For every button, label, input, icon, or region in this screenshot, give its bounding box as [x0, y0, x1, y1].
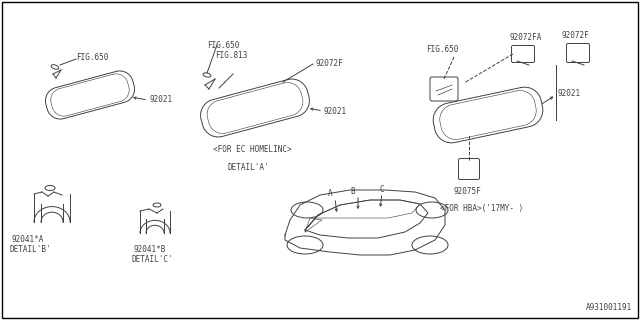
Text: 92041*B: 92041*B [133, 244, 165, 253]
Text: <FOR EC HOMELINC>: <FOR EC HOMELINC> [213, 146, 292, 155]
Ellipse shape [287, 236, 323, 254]
Text: 92072F: 92072F [315, 60, 343, 68]
Text: FIG.813: FIG.813 [215, 51, 248, 60]
Text: FIG.650: FIG.650 [76, 53, 108, 62]
Text: DETAIL'B': DETAIL'B' [10, 245, 52, 254]
Text: FIG.650: FIG.650 [207, 41, 239, 50]
Text: <FOR HBA>('17MY- ): <FOR HBA>('17MY- ) [440, 204, 524, 212]
Text: FIG.650: FIG.650 [426, 44, 458, 53]
Text: B: B [351, 187, 355, 196]
Ellipse shape [412, 236, 448, 254]
Text: 92021: 92021 [149, 95, 172, 105]
Ellipse shape [416, 202, 448, 218]
Text: 92041*A: 92041*A [12, 236, 44, 244]
Text: 92075F: 92075F [454, 188, 482, 196]
Text: 92021: 92021 [324, 107, 347, 116]
Ellipse shape [291, 202, 323, 218]
Text: DETAIL'C': DETAIL'C' [131, 254, 173, 263]
Text: C: C [380, 185, 384, 194]
Text: A931001191: A931001191 [586, 303, 632, 312]
Text: 92072F: 92072F [562, 30, 589, 39]
Text: DETAIL'A': DETAIL'A' [227, 164, 269, 172]
Text: 92072FA: 92072FA [509, 33, 541, 42]
Text: 92021: 92021 [558, 89, 581, 98]
Text: A: A [328, 189, 332, 198]
